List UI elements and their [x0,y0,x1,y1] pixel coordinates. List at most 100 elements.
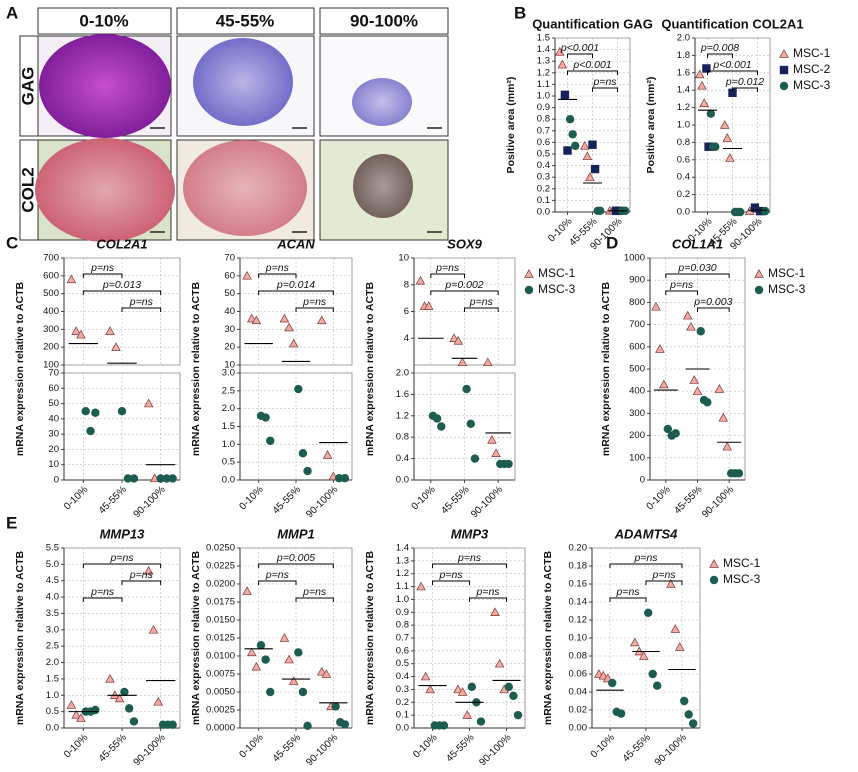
data-point [453,336,464,345]
significance-bracket [258,273,297,278]
y-axis-label: mRNA expression relative to ACTB [14,281,26,456]
data-point [754,269,764,278]
y-tick-label: 1.4 [677,85,690,96]
chart-title: ADAMTS4 [614,526,679,541]
data-point [242,586,252,595]
y-tick-label: 1000 [624,253,645,264]
data-point [699,98,709,107]
data-point [596,206,605,216]
data-point [91,408,100,417]
y-tick-label: 0.1 [537,195,550,206]
y-axis-label: mRNA expression relative to ACTB [364,281,376,456]
y-tick-label: 1.2 [677,102,690,113]
data-point [663,424,672,434]
y-tick-label: 0.9 [537,102,550,113]
significance-bracket [609,597,647,602]
y-tick-label: 0.3 [396,684,409,695]
data-point [120,687,129,697]
significance-bracket [567,53,593,58]
x-tick-label: 90-100% [700,484,736,520]
data-point [651,301,661,311]
data-point [692,386,703,395]
y-tick-label: 1.5 [222,421,235,432]
panel-label: B [514,3,526,22]
data-point [568,130,577,139]
significance-bracket [707,53,733,58]
chart-title: MMP3 [451,526,489,541]
data-point [722,133,733,142]
chart-title: COL1A1 [672,236,723,251]
data-point [111,342,121,351]
data-point [76,713,86,722]
data-point [123,474,133,483]
data-point [476,717,486,726]
y-tick-label: 0.4 [396,453,409,464]
y-tick-label: 0.2 [677,189,690,200]
data-point [524,269,534,278]
data-point [432,414,442,423]
tissue-image [183,140,307,236]
data-point [689,375,700,384]
data-point [294,384,303,394]
data-point [71,326,81,335]
y-tick-label: 0.12 [569,615,588,626]
y-tick-label: 1.2 [537,67,550,78]
y-tick-label: 5.5 [46,543,59,554]
data-point [491,448,501,457]
data-point [711,142,720,151]
significance-label: p=0.012 [725,76,764,88]
y-tick-label: 0.6 [396,645,409,656]
y-tick-label: 1.0 [396,594,409,605]
y-tick-label: 0.0000 [206,723,235,734]
x-tick-label: 45-55% [97,484,129,516]
significance-bracket [665,273,730,278]
chart-title: MMP1 [277,526,315,541]
legend-label: MSC-2 [793,62,831,76]
significance-label: p=0.008 [700,42,739,54]
y-tick-label: 2.0 [677,33,690,44]
data-point [334,474,344,483]
significance-label: p=0.002 [444,279,483,291]
data-point [706,109,716,118]
y-tick-label: 2.0 [396,368,409,379]
data-point [340,474,350,483]
data-point [718,412,729,422]
data-point [582,151,593,161]
data-point [630,637,640,647]
data-point [608,678,617,688]
data-point [303,721,312,731]
data-point [509,691,518,701]
data-point [703,398,712,407]
y-axis-label: mRNA expression relative to ACTB [190,281,202,456]
y-tick-label: 1.6 [677,67,690,78]
data-point [462,384,471,394]
x-tick-label: 90-100% [477,732,513,767]
data-point [571,141,580,151]
chart-title: MMP13 [100,526,146,541]
data-point [457,357,468,367]
y-tick-label: 500 [43,288,59,299]
data-point [331,702,340,711]
data-point [261,655,270,664]
significance-label: p=0.014 [276,279,315,291]
legend-label: MSC-1 [793,46,831,60]
x-tick-label: 45-55% [444,732,476,764]
y-tick-label: 1.0 [222,439,235,450]
data-point [728,88,737,98]
y-tick-label: 0.3 [537,172,550,183]
y-tick-label: 20 [48,444,59,455]
y-tick-label: 600 [629,341,645,352]
significance-label: p<0.001 [572,59,611,71]
y-tick-label: 50 [224,288,235,299]
tissue-image [39,34,171,138]
y-tick-label: 1.0 [46,690,59,701]
y-tick-label: 3.0 [46,624,59,635]
column-header: 45-55% [216,11,275,30]
data-point [487,434,497,444]
data-point [321,669,332,678]
data-point [598,670,609,680]
tissue-image [35,138,175,242]
y-tick-label: 4.5 [46,575,59,586]
x-tick-label: 0-10% [589,732,617,760]
